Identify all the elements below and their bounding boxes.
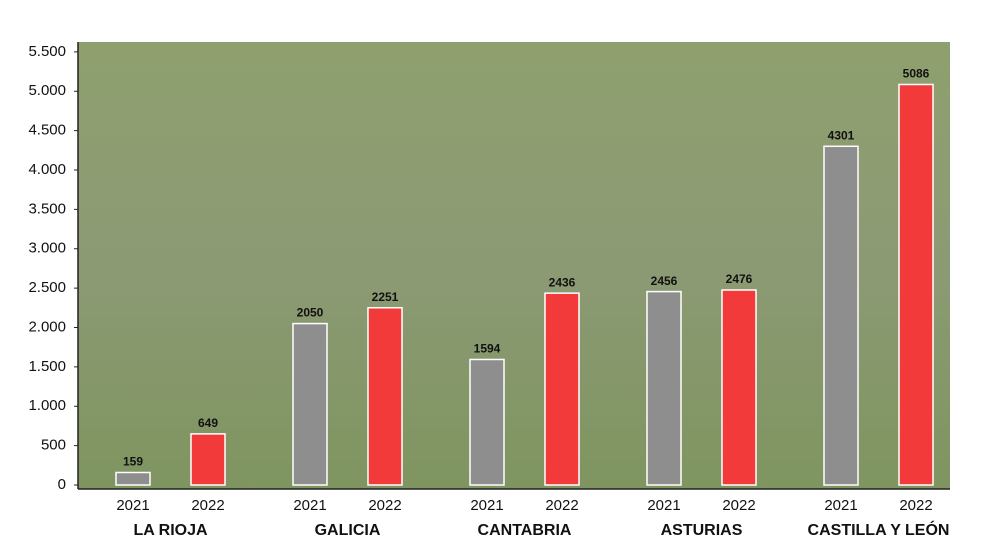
y-tick-label: 5.000: [28, 82, 66, 99]
y-tick-label: 1.500: [28, 358, 66, 375]
x-tick-label: ASTURIAS: [661, 522, 743, 539]
series-label: 2022: [722, 497, 755, 514]
bar: [823, 145, 859, 486]
value-label: 2050: [297, 306, 324, 320]
y-tick-label: 3.500: [28, 200, 66, 217]
series-label: 2021: [647, 497, 680, 514]
value-label: 1594: [474, 342, 501, 356]
value-label: 5086: [903, 67, 930, 81]
x-tick-label: GALICIA: [315, 522, 381, 539]
x-tick-label: CASTILLA Y LEÓN: [808, 520, 950, 539]
bar: [292, 322, 328, 486]
bar: [115, 471, 151, 486]
value-label: 2251: [372, 290, 399, 304]
y-tick-label: 0: [58, 476, 66, 493]
y-tick-label: 3.000: [28, 240, 66, 257]
bar: [898, 83, 934, 486]
x-tick-label: CANTABRIA: [478, 522, 572, 539]
series-label: 2022: [899, 497, 932, 514]
series-label: 2021: [293, 497, 326, 514]
bar: [544, 292, 580, 486]
x-tick-label: LA RIOJA: [133, 522, 208, 539]
series-label: 2022: [191, 497, 224, 514]
series-label: 2021: [116, 497, 149, 514]
y-tick-label: 2.500: [28, 279, 66, 296]
bar: [367, 306, 403, 486]
bar: [646, 290, 682, 486]
y-tick-label: 2.000: [28, 318, 66, 335]
series-label: 2021: [470, 497, 503, 514]
bar: [721, 289, 757, 486]
value-label: 2436: [549, 275, 576, 289]
series-label: 2022: [368, 497, 401, 514]
series-label: 2021: [824, 497, 857, 514]
value-label: 649: [198, 416, 218, 430]
y-tick-label: 5.500: [28, 43, 66, 60]
y-tick-label: 4.500: [28, 122, 66, 139]
value-label: 4301: [828, 128, 855, 142]
y-tick-label: 4.000: [28, 161, 66, 178]
bar: [190, 433, 226, 486]
value-label: 2476: [726, 272, 753, 286]
y-tick-label: 1.000: [28, 397, 66, 414]
value-label: 159: [123, 455, 143, 469]
background-photo: [78, 42, 950, 489]
y-tick-label: 500: [41, 437, 66, 454]
value-label: 2456: [651, 274, 678, 288]
series-label: 2022: [545, 497, 578, 514]
bar: [469, 358, 505, 486]
